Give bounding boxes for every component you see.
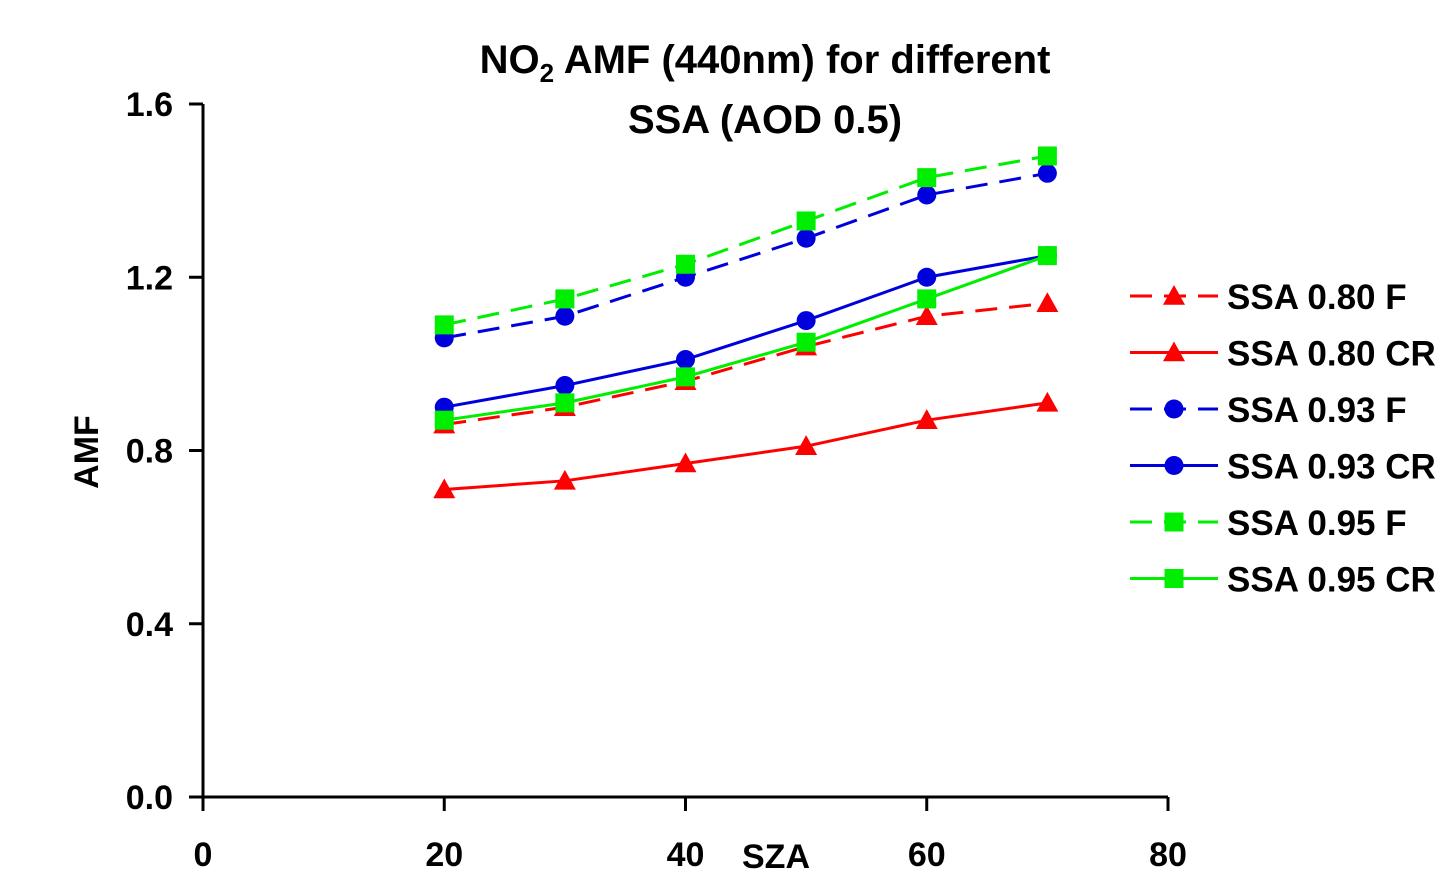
series-3	[434, 246, 1057, 417]
data-point	[1037, 146, 1057, 166]
data-point	[1037, 246, 1057, 266]
legend-item: SSA 0.80 F	[1130, 278, 1407, 317]
y-tick-label: 1.6	[126, 86, 173, 124]
data-point	[917, 168, 937, 188]
series-layer	[433, 146, 1059, 499]
legend-label: SSA 0.93 CR	[1227, 448, 1436, 487]
legend-marker	[1164, 512, 1184, 532]
series-line	[444, 254, 1048, 422]
data-point	[1036, 391, 1059, 412]
series-2	[434, 163, 1057, 348]
axes: 0.0 0.4 0.8 1.2 1.6 0 20 40 60 80	[126, 86, 1187, 874]
x-tick-label: 60	[908, 836, 946, 869]
x-tick-label: 0	[194, 836, 213, 869]
y-axis-label: AMF	[68, 415, 106, 489]
data-point	[676, 367, 695, 387]
legend-label: SSA 0.95 F	[1227, 504, 1407, 543]
legend-label: SSA 0.80 F	[1227, 278, 1407, 317]
series-line	[444, 301, 1048, 426]
data-point	[1036, 292, 1059, 313]
legend-marker	[1164, 456, 1184, 475]
data-point	[676, 254, 695, 274]
y-tick-label: 1.2	[126, 259, 173, 297]
title-subscript: 2	[540, 58, 554, 88]
data-point	[796, 311, 816, 331]
title-no: NO	[480, 38, 540, 82]
data-point	[555, 306, 575, 326]
series-line	[443, 254, 1048, 409]
data-point	[917, 267, 937, 287]
x-tick-label: 80	[1149, 836, 1187, 869]
data-point	[433, 478, 456, 499]
x-axis-label: SZA	[742, 838, 810, 869]
legend-item: SSA 0.93 F	[1130, 391, 1407, 430]
y-tick-label: 0.4	[126, 606, 173, 644]
series-5	[434, 246, 1057, 430]
series-line	[443, 154, 1048, 327]
y-tick-label: 0.0	[126, 779, 173, 817]
legend-marker	[1164, 569, 1184, 588]
data-point	[915, 409, 938, 429]
data-point	[555, 376, 575, 396]
data-point	[555, 393, 575, 413]
y-tick-label: 0.8	[126, 433, 173, 471]
data-point	[915, 305, 938, 326]
data-point	[674, 452, 697, 473]
data-point	[553, 469, 576, 490]
chart-title-line1: NO2 AMF (440nm) for different	[480, 38, 1051, 88]
legend-label: SSA 0.95 CR	[1227, 561, 1436, 600]
data-point	[676, 350, 695, 370]
data-point	[917, 185, 937, 205]
legend-marker	[1163, 341, 1185, 362]
data-point	[917, 289, 937, 309]
title-rest: AMF (440nm) for different	[554, 38, 1050, 82]
legend: SSA 0.80 F SSA 0.80 CR SSA 0.93 F SSA 0.93 …	[1130, 278, 1436, 600]
legend-marker	[1163, 285, 1185, 305]
x-tick-label: 20	[425, 836, 463, 869]
legend-item: SSA 0.93 CR	[1130, 448, 1436, 487]
data-point	[796, 211, 816, 231]
data-point	[434, 410, 454, 430]
data-point	[795, 435, 818, 455]
chart-title-line2: SSA (AOD 0.5)	[628, 98, 902, 142]
legend-item: SSA 0.95 CR	[1130, 561, 1436, 600]
data-point	[796, 228, 816, 248]
series-4	[434, 146, 1057, 335]
series-line	[443, 171, 1048, 340]
data-point	[434, 315, 454, 335]
legend-item: SSA 0.95 F	[1130, 504, 1407, 543]
series-0	[433, 292, 1059, 434]
x-tick-label: 40	[667, 836, 705, 869]
data-point	[555, 289, 575, 309]
legend-label: SSA 0.80 CR	[1227, 335, 1436, 374]
legend-marker	[1164, 399, 1184, 419]
legend-label: SSA 0.93 F	[1227, 391, 1407, 430]
series-line	[444, 401, 1048, 491]
series-1	[433, 391, 1059, 499]
data-point	[796, 332, 816, 352]
legend-item: SSA 0.80 CR	[1130, 335, 1436, 374]
data-point	[1037, 163, 1057, 183]
